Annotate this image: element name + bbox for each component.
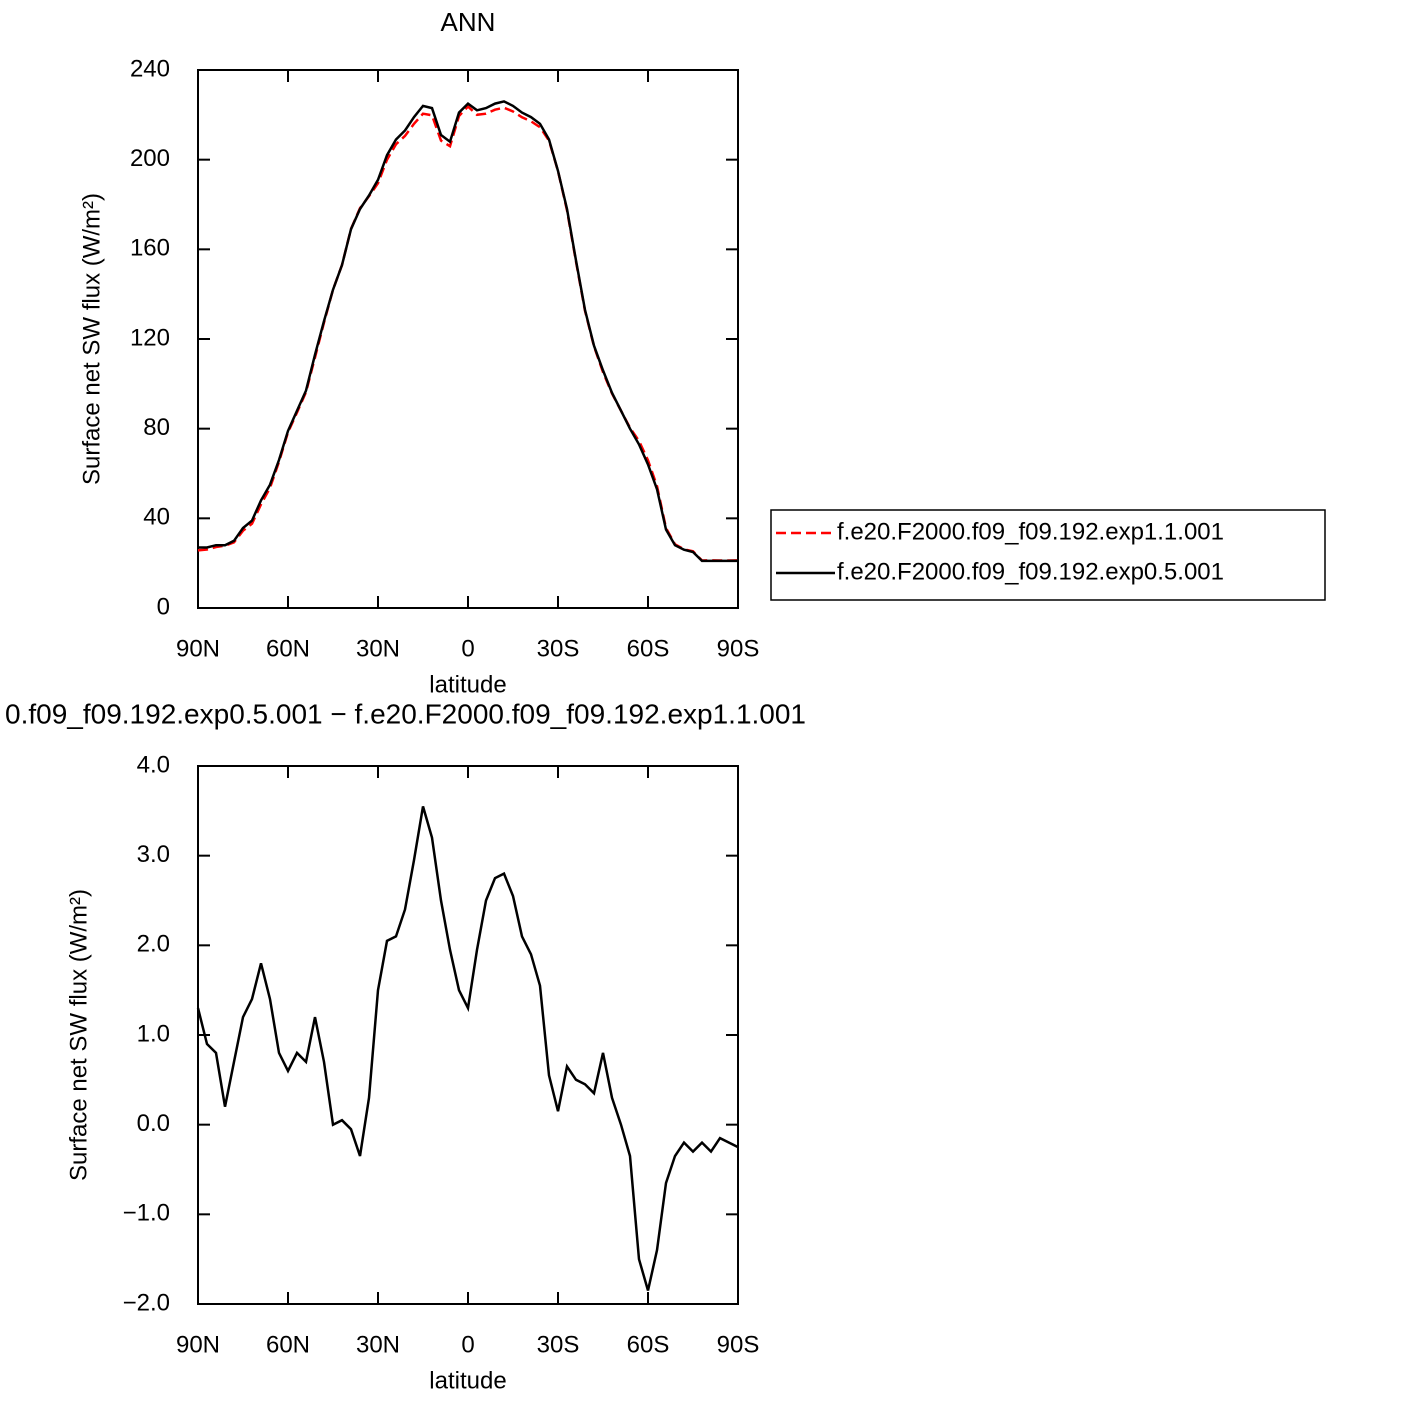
x-tick-label: 90S xyxy=(717,635,760,662)
x-axis-label: latitude xyxy=(429,671,506,698)
y-tick-label: 0 xyxy=(157,593,170,620)
y-axis-label: Surface net SW flux (W/m²) xyxy=(65,889,92,1181)
legend-label: f.e20.F2000.f09_f09.192.exp1.1.001 xyxy=(837,518,1224,545)
y-tick-label: −2.0 xyxy=(123,1289,170,1316)
y-axis-label: Surface net SW flux (W/m²) xyxy=(78,193,105,485)
y-tick-label: 240 xyxy=(130,55,170,82)
y-tick-label: 2.0 xyxy=(137,931,170,958)
x-tick-label: 0 xyxy=(461,1331,474,1358)
y-tick-label: 120 xyxy=(130,324,170,351)
plot-frame xyxy=(197,69,739,609)
y-tick-label: 200 xyxy=(130,145,170,172)
x-axis-label: latitude xyxy=(429,1367,506,1394)
x-tick-label: 30N xyxy=(356,635,400,662)
y-tick-label: 3.0 xyxy=(137,841,170,868)
x-tick-label: 30S xyxy=(537,1331,580,1358)
x-tick-label: 90N xyxy=(176,1331,220,1358)
chart-title: 0.f09_f09.192.exp0.5.001 − f.e20.F2000.f… xyxy=(5,698,806,729)
x-tick-label: 30N xyxy=(356,1331,400,1358)
y-tick-label: 0.0 xyxy=(137,1110,170,1137)
y-tick-label: 1.0 xyxy=(137,1020,170,1047)
x-tick-label: 90S xyxy=(717,1331,760,1358)
x-tick-label: 60N xyxy=(266,635,310,662)
x-tick-label: 60N xyxy=(266,1331,310,1358)
data-line xyxy=(196,806,739,1291)
x-tick-label: 60S xyxy=(627,1331,670,1358)
legend-label: f.e20.F2000.f09_f09.192.exp0.5.001 xyxy=(837,558,1224,585)
y-tick-label: 40 xyxy=(143,504,170,531)
y-tick-label: 80 xyxy=(143,414,170,441)
x-tick-label: 30S xyxy=(537,635,580,662)
data-line xyxy=(198,100,738,563)
y-tick-label: 160 xyxy=(130,235,170,262)
x-tick-label: 0 xyxy=(461,635,474,662)
y-tick-label: 4.0 xyxy=(137,751,170,778)
data-line xyxy=(197,104,739,562)
x-tick-label: 60S xyxy=(627,635,670,662)
y-tick-label: −1.0 xyxy=(123,1200,170,1227)
chart-title: ANN xyxy=(441,7,496,37)
x-tick-label: 90N xyxy=(176,635,220,662)
legend-box xyxy=(770,509,1326,601)
plot-frame xyxy=(197,765,739,1305)
